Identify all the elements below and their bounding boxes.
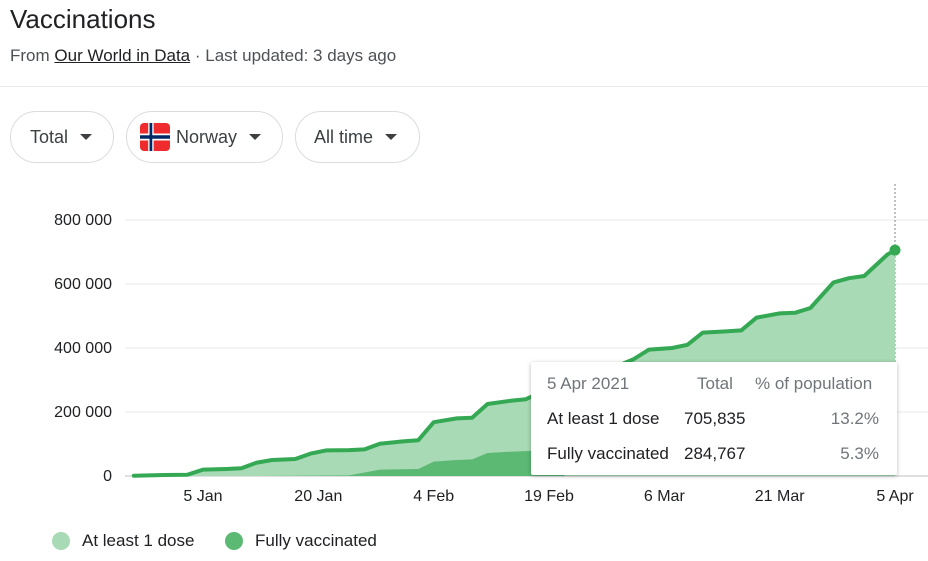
chevron-down-icon	[249, 134, 262, 140]
metric-dropdown-label: Total	[30, 126, 69, 147]
legend-item-fully[interactable]: Fully vaccinated	[225, 531, 377, 551]
chevron-down-icon	[80, 134, 93, 140]
tooltip-row-total: 284,767	[684, 444, 746, 463]
tooltip-date: 5 Apr 2021	[547, 374, 630, 393]
tooltip-row-pct: 5.3%	[840, 444, 879, 463]
y-tick-label: 0	[103, 468, 112, 485]
chevron-down-icon	[385, 134, 398, 140]
x-tick-label: 5 Apr	[876, 488, 914, 505]
legend-item-dose1[interactable]: At least 1 dose	[52, 531, 194, 551]
norway-flag-icon	[140, 123, 170, 151]
card-title: Vaccinations	[10, 4, 156, 34]
fully-vaccinated-area	[256, 448, 565, 476]
legend-swatch	[225, 532, 243, 550]
metric-dropdown[interactable]: Total	[10, 111, 114, 163]
legend-label: At least 1 dose	[82, 531, 195, 550]
x-tick-label: 4 Feb	[413, 488, 454, 505]
range-dropdown-label: All time	[314, 126, 374, 147]
legend-swatch	[52, 532, 70, 550]
tooltip-row-total: 705,835	[684, 409, 746, 428]
source-link[interactable]: Our World in Data	[54, 46, 191, 65]
x-tick-label: 6 Mar	[644, 488, 686, 505]
range-dropdown[interactable]: All time	[295, 111, 420, 163]
last-updated: · Last updated: 3 days ago	[194, 46, 397, 65]
tooltip-col-total: Total	[697, 374, 733, 393]
x-tick-label: 21 Mar	[755, 488, 805, 505]
tooltip-row-label: At least 1 dose	[547, 409, 660, 428]
country-dropdown-label: Norway	[176, 126, 238, 147]
x-tick-label: 5 Jan	[183, 488, 222, 505]
y-tick-label: 400 000	[54, 340, 112, 357]
latest-point	[889, 244, 901, 256]
x-tick-label: 20 Jan	[294, 488, 342, 505]
dose1-line	[131, 248, 897, 478]
chart-tooltip: 5 Apr 2021 Total % of population At leas…	[531, 362, 897, 475]
y-tick-label: 600 000	[54, 276, 112, 293]
legend-label: Fully vaccinated	[255, 531, 377, 550]
y-tick-label: 800 000	[54, 212, 112, 229]
country-dropdown[interactable]: Norway	[126, 111, 283, 163]
tooltip-row-label: Fully vaccinated	[547, 444, 669, 463]
source-prefix: From	[10, 46, 50, 65]
tooltip-col-pct: % of population	[755, 374, 873, 393]
y-tick-label: 200 000	[54, 404, 112, 421]
tooltip-row-pct: 13.2%	[830, 409, 879, 428]
source-line: From Our World in Data · Last updated: 3…	[10, 46, 396, 66]
header-divider	[0, 86, 928, 87]
x-tick-label: 19 Feb	[524, 488, 574, 505]
